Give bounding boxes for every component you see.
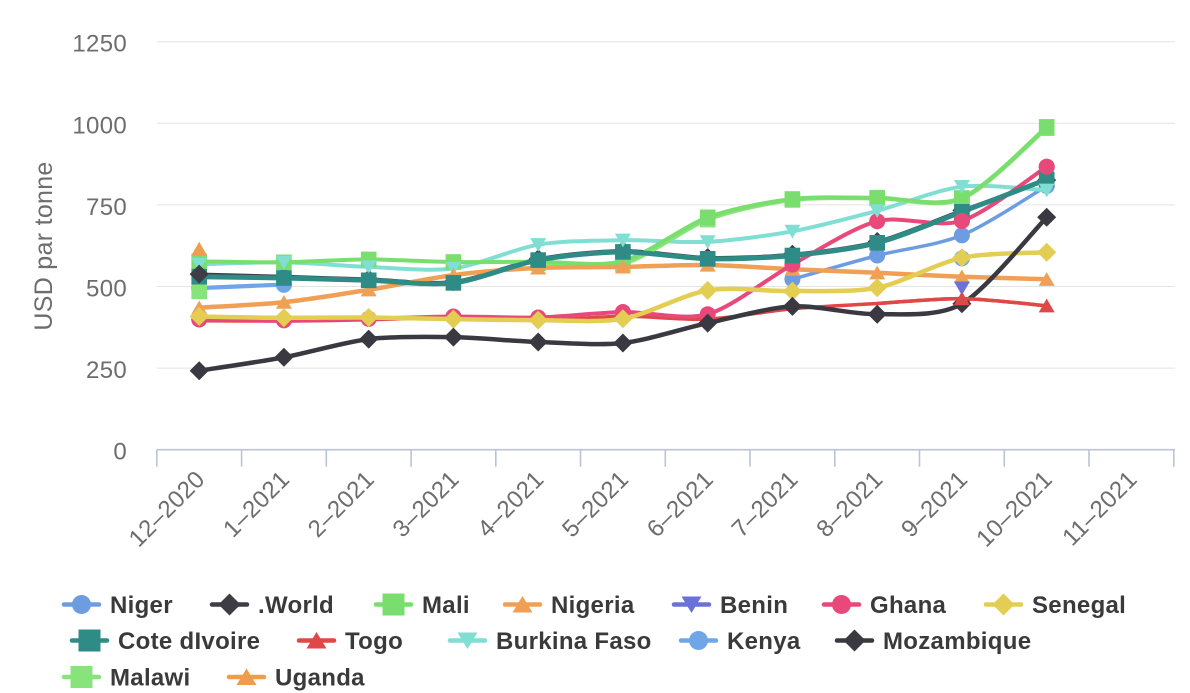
svg-text:Mozambique: Mozambique [883,628,1031,655]
svg-text:Togo: Togo [345,628,403,655]
svg-text:750: 750 [86,194,127,221]
svg-text:Nigeria: Nigeria [551,592,635,619]
svg-text:Mali: Mali [422,592,470,619]
svg-text:500: 500 [86,276,127,303]
svg-text:Benin: Benin [720,592,788,619]
svg-text:Niger: Niger [110,592,173,619]
svg-text:1000: 1000 [72,112,127,139]
svg-text:250: 250 [86,357,127,384]
svg-text:Malawi: Malawi [110,665,191,692]
svg-text:Kenya: Kenya [727,628,801,655]
svg-text:0: 0 [113,439,127,466]
svg-text:USD par tonne: USD par tonne [30,161,58,330]
svg-text:1250: 1250 [72,31,127,58]
svg-text:Uganda: Uganda [275,665,365,692]
svg-text:Cote dIvoire: Cote dIvoire [118,628,260,655]
svg-text:.World: .World [258,592,334,619]
svg-text:Burkina Faso: Burkina Faso [496,628,652,655]
svg-text:Senegal: Senegal [1032,592,1126,619]
svg-text:Ghana: Ghana [870,592,947,619]
